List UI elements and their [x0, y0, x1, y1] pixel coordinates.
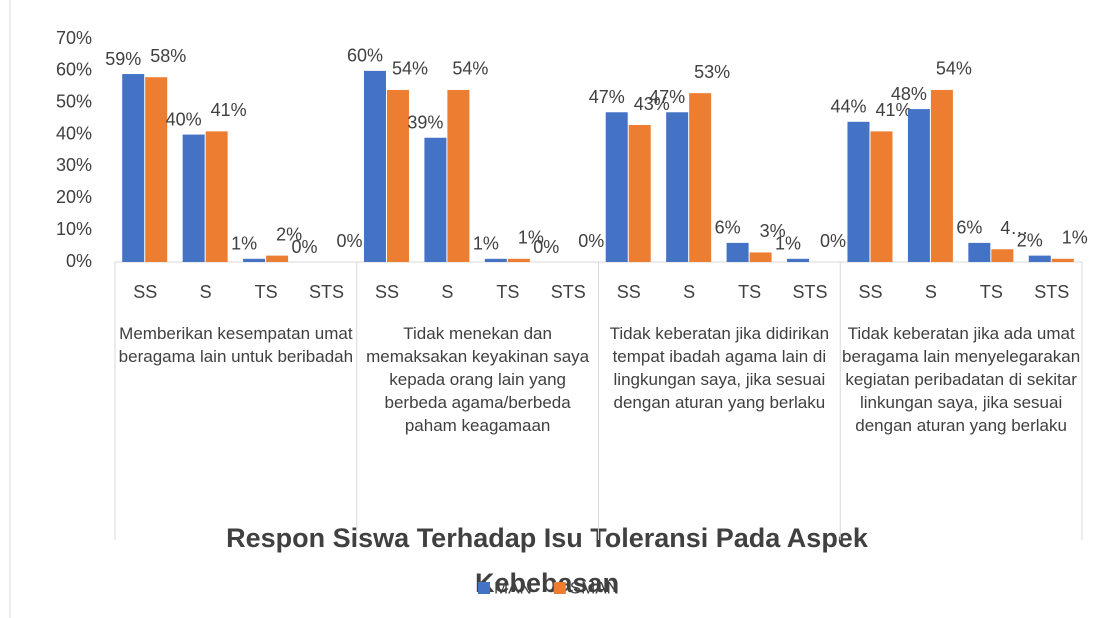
bar	[787, 258, 810, 262]
bar	[386, 89, 409, 262]
value-label: 4…	[1000, 218, 1028, 238]
value-label: 1%	[1062, 228, 1088, 248]
value-label: 3%	[760, 221, 786, 241]
value-label: 44%	[830, 97, 866, 117]
bar	[907, 109, 930, 262]
bar	[447, 89, 470, 262]
x-tick-label: STS	[309, 282, 344, 302]
x-tick-label: TS	[496, 282, 519, 302]
value-label: 0%	[337, 231, 363, 251]
bar	[145, 77, 168, 262]
x-tick-label: TS	[980, 282, 1003, 302]
bar	[243, 258, 266, 262]
legend-label: MAN	[494, 578, 532, 597]
value-label: 41%	[875, 100, 911, 120]
bar	[726, 242, 749, 262]
x-tick-label: STS	[551, 282, 586, 302]
bar	[666, 112, 689, 263]
value-label: 54%	[936, 59, 972, 79]
group-label-box: Tidak keberatan jika ada umat beragama l…	[842, 324, 1081, 435]
group-label-box: Tidak menekan dan memaksakan keyakinan s…	[366, 324, 590, 435]
value-label: 2%	[1017, 230, 1043, 250]
bar	[484, 258, 507, 262]
bar	[847, 121, 870, 262]
bar	[749, 252, 772, 262]
value-label: 0%	[820, 231, 846, 251]
value-label: 1%	[231, 234, 257, 254]
value-label: 53%	[694, 62, 730, 82]
x-tick-label: TS	[738, 282, 761, 302]
value-label: 47%	[649, 87, 685, 107]
value-label: 2%	[276, 224, 302, 244]
bar	[266, 255, 289, 262]
value-label: 1%	[775, 234, 801, 254]
chart-title: Respon Siswa Terhadap Isu Toleransi Pada…	[226, 523, 869, 553]
value-label: 43%	[634, 94, 670, 114]
x-tick-label: SS	[617, 282, 641, 302]
x-tick-label: S	[683, 282, 695, 302]
bar	[930, 89, 953, 262]
y-tick-label: 10%	[56, 219, 92, 239]
legend-swatch	[553, 582, 566, 594]
value-label: 60%	[347, 46, 383, 66]
y-tick-label: 0%	[66, 251, 92, 271]
legend-label: SMAN	[570, 578, 619, 597]
bar	[507, 258, 530, 262]
group-label-box: Tidak keberatan jika didirikan tempat ib…	[609, 324, 830, 412]
y-tick-label: 40%	[56, 123, 92, 143]
group-label: Tidak menekan dan memaksakan keyakinan s…	[366, 324, 590, 435]
value-label: 39%	[407, 113, 443, 133]
bar	[122, 74, 145, 263]
value-label: 59%	[105, 49, 141, 69]
value-label: 0%	[533, 237, 559, 257]
bar	[870, 131, 893, 262]
bar	[991, 249, 1014, 262]
value-label: 0%	[292, 237, 318, 257]
value-label: 40%	[166, 109, 202, 129]
y-tick-label: 70%	[56, 28, 92, 48]
value-label: 1%	[473, 234, 499, 254]
x-tick-label: S	[441, 282, 453, 302]
bar	[1028, 255, 1051, 262]
group-label: Tidak keberatan jika ada umat beragama l…	[842, 324, 1081, 435]
bar	[363, 70, 386, 262]
bar	[689, 93, 712, 263]
value-label: 6%	[715, 218, 741, 238]
value-label: 48%	[891, 84, 927, 104]
group-label: Memberikan kesempatan umat beragama lain…	[118, 324, 354, 366]
x-tick-label: STS	[1034, 282, 1069, 302]
value-label: 54%	[392, 59, 428, 79]
y-tick-label: 30%	[56, 155, 92, 175]
bar	[968, 242, 991, 262]
value-label: 1%	[518, 228, 544, 248]
value-label: 54%	[452, 59, 488, 79]
y-tick-label: 60%	[56, 60, 92, 80]
bar	[182, 134, 205, 262]
legend-swatch	[478, 582, 490, 594]
x-tick-label: S	[925, 282, 937, 302]
bar	[424, 137, 447, 262]
value-label: 41%	[211, 100, 247, 120]
y-tick-label: 20%	[56, 187, 92, 207]
x-tick-label: SS	[375, 282, 399, 302]
bar	[605, 112, 628, 263]
chart-title-continued: Kebebasan	[475, 568, 619, 598]
bar	[1051, 258, 1074, 262]
x-tick-label: SS	[858, 282, 882, 302]
value-label: 0%	[578, 231, 604, 251]
value-label: 58%	[150, 46, 186, 66]
x-tick-label: S	[200, 282, 212, 302]
x-tick-label: STS	[793, 282, 828, 302]
x-tick-label: SS	[133, 282, 157, 302]
group-label: Tidak keberatan jika didirikan tempat ib…	[609, 324, 830, 412]
y-tick-label: 50%	[56, 91, 92, 111]
value-label: 6%	[956, 218, 982, 238]
value-label: 47%	[589, 87, 625, 107]
bar	[205, 131, 228, 262]
group-label-box: Memberikan kesempatan umat beragama lain…	[118, 324, 354, 366]
x-tick-label: TS	[255, 282, 278, 302]
bar	[628, 125, 651, 262]
